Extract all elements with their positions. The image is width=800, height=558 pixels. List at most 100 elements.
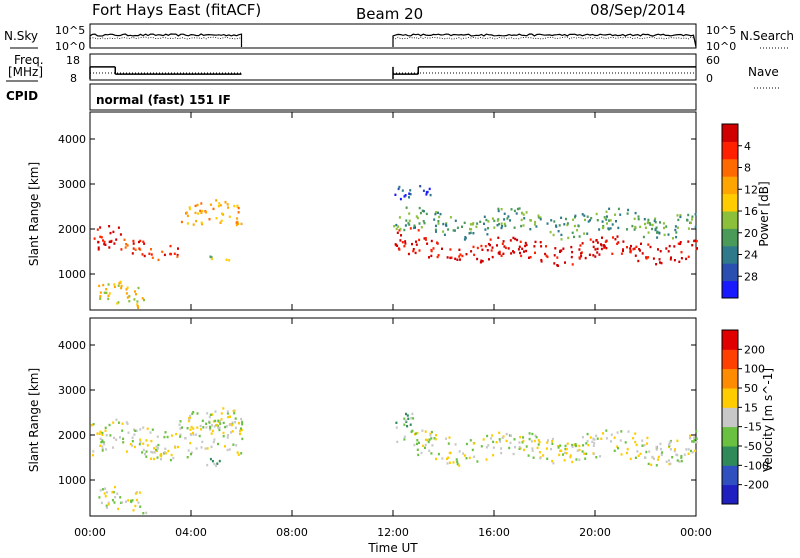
range-gate-cell [399, 227, 402, 231]
range-gate-cell [529, 228, 532, 231]
range-gate-cell [396, 231, 399, 234]
range-gate-cell [101, 488, 104, 491]
range-gate-cell [403, 423, 406, 426]
range-gate-cell [179, 433, 182, 436]
range-gate-cell [633, 228, 636, 231]
range-gate-cell [675, 453, 678, 456]
range-gate-cell [592, 444, 595, 447]
range-gate-cell [496, 219, 499, 222]
range-gate-cell [395, 223, 398, 227]
range-gate-cell [98, 432, 101, 435]
range-gate-cell [490, 249, 493, 252]
range-gate-cell [205, 211, 208, 214]
range-gate-cell [139, 239, 142, 243]
range-gate-cell [613, 436, 616, 439]
range-gate-cell [605, 246, 608, 250]
range-gate-cell [603, 245, 606, 248]
range-gate-cell [552, 462, 555, 465]
range-gate-cell [449, 216, 452, 219]
range-gate-cell [111, 499, 114, 502]
range-gate-cell [421, 429, 424, 432]
range-gate-cell [693, 439, 696, 442]
range-gate-cell [219, 204, 222, 207]
range-gate-cell [206, 447, 209, 450]
range-gate-cell [217, 442, 219, 446]
range-gate-cell [100, 440, 103, 444]
range-gate-cell [611, 252, 614, 255]
range-gate-cell [405, 420, 408, 423]
range-gate-cell [131, 499, 134, 502]
range-gate-cell [400, 234, 402, 237]
range-gate-cell [237, 206, 240, 210]
range-gate-cell [160, 454, 163, 458]
range-gate-cell [170, 252, 172, 256]
range-gate-cell [435, 211, 438, 214]
x-tick-label: 20:00 [579, 526, 611, 539]
range-gate-cell [150, 450, 153, 454]
range-gate-cell [509, 441, 512, 445]
range-gate-cell [601, 236, 603, 239]
range-gate-cell [653, 457, 655, 460]
range-gate-cell [112, 491, 115, 494]
range-gate-cell [117, 421, 120, 424]
range-gate-cell [634, 226, 637, 230]
range-gate-cell [586, 432, 589, 436]
range-gate-cell [633, 217, 636, 220]
range-gate-cell [199, 424, 202, 428]
range-gate-cell [669, 448, 672, 451]
range-gate-cell [139, 505, 142, 508]
range-gate-cell [393, 225, 396, 228]
range-gate-cell [472, 232, 475, 235]
range-gate-cell [226, 410, 229, 413]
range-gate-cell [569, 455, 572, 459]
range-gate-cell [188, 416, 191, 420]
range-gate-cell [634, 211, 637, 215]
range-gate-cell [142, 448, 145, 452]
range-gate-cell [649, 245, 652, 249]
range-gate-cell [508, 446, 511, 450]
range-gate-cell [138, 247, 141, 250]
range-gate-cell [136, 305, 139, 308]
range-gate-cell [694, 225, 697, 229]
range-gate-cell [673, 259, 676, 262]
range-gate-cell [656, 230, 659, 233]
range-gate-cell [227, 434, 230, 437]
range-gate-cell [446, 457, 448, 460]
freq-label: Freq. [14, 53, 44, 67]
range-gate-cell [687, 452, 690, 455]
range-gate-cell [497, 207, 500, 211]
range-gate-cell [512, 236, 515, 240]
range-gate-cell [133, 428, 136, 431]
range-gate-cell [556, 256, 559, 259]
range-gate-cell [98, 284, 101, 288]
range-gate-cell [151, 256, 154, 259]
range-gate-cell [518, 447, 521, 450]
range-gate-cell [236, 451, 239, 454]
range-gate-cell [673, 245, 676, 248]
range-gate-cell [612, 236, 614, 239]
range-gate-cell [551, 459, 554, 463]
range-gate-cell [238, 421, 240, 425]
range-gate-cell [655, 445, 658, 449]
range-gate-cell [482, 438, 485, 441]
range-gate-cell [209, 426, 212, 430]
range-gate-cell [528, 437, 531, 441]
range-gate-cell [463, 221, 466, 224]
range-gate-cell [187, 419, 190, 423]
range-gate-cell [235, 444, 238, 447]
range-gate-cell [408, 192, 411, 195]
range-gate-cell [537, 439, 540, 442]
range-gate-cell [687, 240, 690, 243]
range-gate-cell [126, 286, 129, 289]
range-gate-cell [189, 414, 192, 418]
range-gate-cell [583, 214, 586, 217]
range-gate-cell [226, 412, 229, 415]
range-gate-cell [513, 438, 516, 441]
range-gate-cell [201, 209, 204, 213]
range-gate-cell [674, 228, 677, 232]
range-gate-cell [442, 222, 445, 226]
range-gate-cell [179, 427, 182, 430]
range-gate-cell [669, 258, 672, 261]
range-gate-cell [509, 219, 511, 222]
range-gate-cell [525, 211, 528, 214]
